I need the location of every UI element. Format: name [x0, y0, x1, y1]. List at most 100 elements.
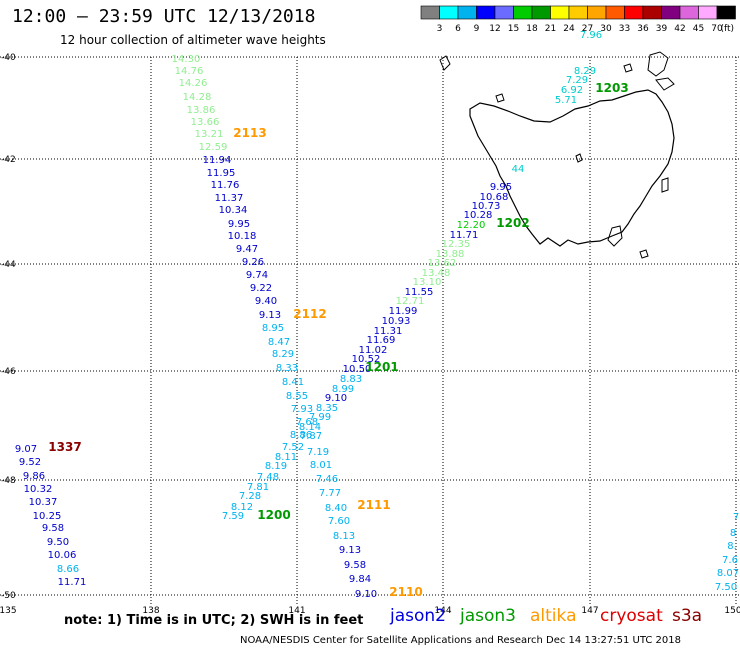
legend-swatch: [642, 5, 662, 20]
legend-swatch: [531, 5, 551, 20]
wave-height-value: 7.81: [247, 482, 269, 493]
wave-height-value: 11.37: [215, 193, 244, 204]
wave-height-value: 9.84: [349, 574, 371, 585]
wave-height-value: 8: [730, 528, 736, 539]
king-island: [439, 55, 451, 71]
wave-height-value: 8.47: [268, 337, 290, 348]
wave-height-value: 9.58: [42, 523, 64, 534]
legend-swatch: [605, 5, 625, 20]
track-id-label: 2110: [389, 585, 422, 599]
track-id-label: 1201: [365, 360, 398, 374]
legend-swatch: [476, 5, 496, 20]
legend-label: 3: [437, 24, 443, 34]
wave-height-value: 10.73: [472, 201, 501, 212]
legend-swatch: [550, 5, 570, 20]
legend-label: 70: [711, 24, 723, 34]
wave-height-value: 8.13: [333, 531, 355, 542]
wave-height-value: 13.48: [422, 268, 451, 279]
wave-height-value: 7.28: [239, 491, 261, 502]
wave-height-value: 9.10: [355, 589, 377, 600]
wave-height-value: 10.52: [352, 354, 381, 365]
legend-swatch: [624, 5, 644, 20]
footer-credit: NOAA/NESDIS Center for Satellite Applica…: [240, 635, 682, 646]
lat-label: -40: [1, 53, 16, 63]
wave-height-value: 7: [733, 512, 739, 523]
legend-swatch: [679, 5, 699, 20]
lat-label: -42: [1, 155, 16, 165]
wave-height-value: 11.99: [389, 306, 418, 317]
legend-label: 15: [508, 24, 519, 34]
wave-height-value: 11.31: [374, 326, 403, 337]
legend-label: 21: [545, 24, 556, 34]
wave-height-value: 8.41: [282, 377, 304, 388]
small-island-3: [575, 153, 583, 163]
lon-label: 147: [581, 606, 598, 616]
legend-label: 12: [489, 24, 500, 34]
wave-height-value: 9.95: [490, 182, 512, 193]
flinders-island: [647, 51, 669, 77]
satellite-name: jason2: [390, 606, 446, 626]
wave-height-value: 12.35: [442, 239, 471, 250]
wave-height-value: 7.87: [300, 431, 322, 442]
wave-height-value: 9.13: [339, 545, 361, 556]
wave-height-value: 13.21: [195, 129, 224, 140]
legend-swatch: [420, 5, 440, 20]
page-title: 12:00 – 23:59 UTC 12/13/2018: [12, 6, 316, 27]
wave-height-value: 12.59: [199, 142, 228, 153]
wave-height-value: 7.96: [580, 30, 602, 41]
wave-height-value: 9.58: [344, 560, 366, 571]
small-island-1: [623, 63, 633, 73]
wave-height-value: 6.92: [561, 85, 583, 96]
wave-height-value: 7.50: [715, 582, 737, 593]
legend-swatch: [513, 5, 533, 20]
wave-height-value: 10.68: [480, 192, 509, 203]
wave-height-value: 8.55: [286, 391, 308, 402]
wave-height-value: 11.71: [58, 577, 87, 588]
track-id-label: 2112: [293, 307, 326, 321]
wave-height-value: 12.71: [396, 296, 425, 307]
wave-height-value: 9.13: [259, 310, 281, 321]
wave-height-value: 11.02: [359, 345, 388, 356]
wave-height-value: 9.50: [47, 537, 69, 548]
maria-island: [661, 177, 669, 193]
legend-label: 45: [693, 24, 704, 34]
wave-height-value: 8.07: [717, 568, 739, 579]
legend-label: 42: [674, 24, 685, 34]
wave-height-value: 8.95: [262, 323, 284, 334]
legend-label: 18: [526, 24, 538, 34]
legend-swatch: [439, 5, 459, 20]
wave-height-value: 7.29: [566, 75, 588, 86]
wave-height-value: 9.95: [228, 219, 250, 230]
wave-height-value: 13.62: [428, 258, 457, 269]
wave-height-value: 14.26: [179, 78, 208, 89]
legend-unit: (ft): [720, 24, 734, 34]
wave-height-value: 7.77: [319, 488, 341, 499]
legend-label: 27: [582, 24, 593, 34]
legend-swatch: [716, 5, 736, 20]
wave-height-value: 9.47: [236, 244, 258, 255]
legend-swatch: [698, 5, 718, 20]
legend-swatch: [457, 5, 477, 20]
wave-height-value: 8.99: [332, 384, 354, 395]
wave-height-value: 8.35: [316, 403, 338, 414]
wave-height-value: 13.88: [436, 249, 465, 260]
lat-label: -48: [1, 476, 16, 486]
wave-height-value: 9.07: [15, 444, 37, 455]
wave-height-value: 11.76: [211, 180, 240, 191]
wave-height-value: 10.18: [228, 231, 257, 242]
wave-height-value: 12.20: [457, 220, 486, 231]
axis-labels: -40 -42 -44 -46 -48 -50 135 138 141 144 147 150: [0, 53, 740, 616]
track-id-label: 2113: [233, 126, 266, 140]
wave-height-value: 11.69: [367, 335, 396, 346]
wave-height-value: 10.28: [464, 210, 493, 221]
wave-height-value: 9.74: [246, 270, 268, 281]
wave-height-value: 11.55: [405, 287, 434, 298]
wave-height-value: 10.06: [48, 550, 77, 561]
lat-label: -44: [1, 260, 16, 270]
cape-barren-island: [655, 77, 675, 91]
wave-height-value: 10.34: [219, 205, 248, 216]
legend-label: 24: [563, 24, 575, 34]
legend-swatch: [661, 5, 681, 20]
wave-height-value: 8.83: [340, 374, 362, 385]
satellite-name: altika: [530, 606, 577, 626]
